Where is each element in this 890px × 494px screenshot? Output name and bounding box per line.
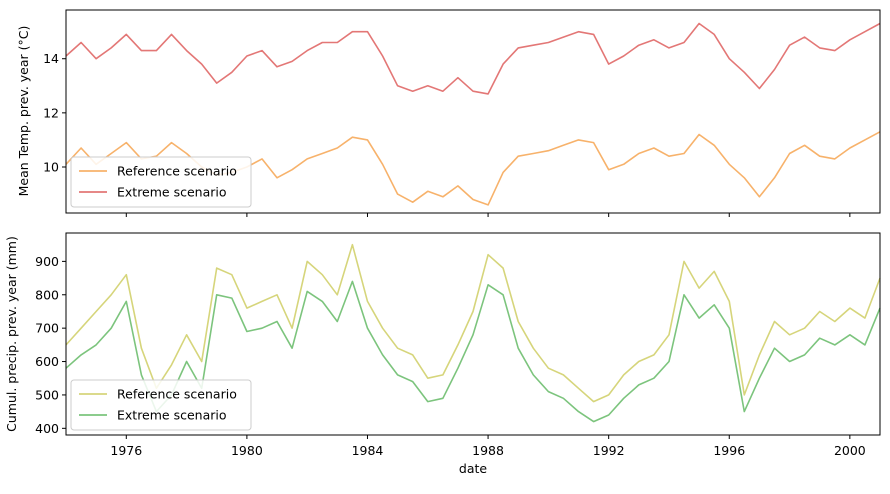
- precipitation-y-tick-label: 400: [35, 421, 59, 436]
- precipitation-legend-label-extreme: Extreme scenario: [117, 408, 227, 423]
- precipitation-y-tick-label: 700: [35, 321, 59, 336]
- temperature-legend-label-extreme: Extreme scenario: [117, 185, 227, 200]
- temperature-y-tick-label: 10: [43, 159, 59, 174]
- precipitation-y-tick-label: 600: [35, 354, 59, 369]
- precipitation-legend: Reference scenario Extreme scenario: [70, 379, 252, 431]
- x-axis-label: date: [459, 461, 487, 476]
- x-tick-label: 1984: [352, 443, 384, 458]
- precipitation-line-reference: [65, 243, 881, 403]
- temperature-legend-label-reference: Reference scenario: [117, 164, 237, 179]
- x-tick-label: 1996: [713, 443, 745, 458]
- precipitation-y-tick-label: 900: [35, 254, 59, 269]
- temperature-panel: 10 12 14 Mean Temp. prev. year (°C) Refere…: [16, 9, 881, 217]
- x-tick-label: 1980: [231, 443, 263, 458]
- precipitation-legend-label-reference: Reference scenario: [117, 387, 237, 402]
- temperature-legend: Reference scenario Extreme scenario: [70, 156, 252, 208]
- temperature-y-tick-label: 14: [43, 51, 59, 66]
- temperature-y-tick-label: 12: [43, 105, 59, 120]
- x-tick-label: 1988: [472, 443, 504, 458]
- x-tick-label: 2000: [834, 443, 866, 458]
- x-tick-label: 1992: [593, 443, 625, 458]
- precipitation-y-tick-label: 800: [35, 287, 59, 302]
- temperature-plot-frame: [65, 9, 881, 214]
- precipitation-plot-frame: [65, 232, 881, 436]
- precipitation-panel: 400 500 600 700 800 900 1976 1980 1984 1988 1992 1…: [4, 232, 881, 458]
- precipitation-y-tick-label: 500: [35, 387, 59, 402]
- precipitation-y-axis-label: Cumul. precip. prev. year (mm): [4, 236, 19, 432]
- x-tick-label: 1976: [110, 443, 142, 458]
- temperature-line-extreme: [65, 22, 881, 95]
- temperature-y-axis-label: Mean Temp. prev. year (°C): [16, 26, 31, 197]
